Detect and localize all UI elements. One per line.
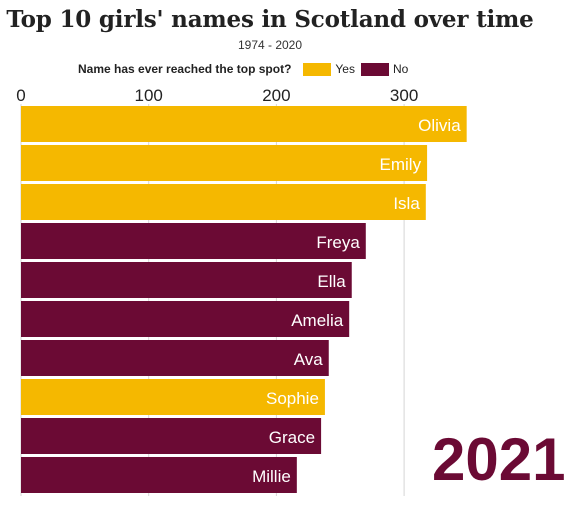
bar [21,457,297,493]
bar [21,340,329,376]
bar-label: Millie [252,467,291,486]
legend-swatch-no [360,62,389,76]
bar-label: Emily [380,155,422,174]
x-tick-label: 0 [16,86,25,105]
bar [21,418,322,454]
bar-label: Isla [393,194,420,213]
legend: Name has ever reached the top spot? Yes … [78,61,414,77]
chart-subtitle: 1974 - 2020 [237,38,303,52]
x-tick-label: 200 [262,86,290,105]
x-tick-label: 100 [135,86,163,105]
bar [21,145,428,181]
bar [21,262,352,298]
chart-title: Top 10 girls' names in Scotland over tim… [6,6,534,33]
legend-item-no: No [360,62,409,76]
bar-label: Sophie [266,389,319,408]
bar-label: Freya [316,233,360,252]
bar [21,379,325,415]
bar-label: Olivia [418,116,461,135]
legend-label-yes: Yes [335,62,355,76]
bar-label: Amelia [291,311,344,330]
bar [21,184,426,220]
bar [21,301,350,337]
bar-label: Ella [317,272,346,291]
x-tick-label: 300 [390,86,418,105]
bar-label: Grace [269,428,315,447]
year-label: 2021 [432,426,566,493]
legend-swatch-yes [303,62,332,76]
legend-item-yes: Yes [303,62,355,76]
legend-label-no: No [392,62,409,76]
bar [21,223,366,259]
legend-title: Name has ever reached the top spot? [78,62,292,76]
bar [21,106,467,142]
bar-label: Ava [294,350,324,369]
